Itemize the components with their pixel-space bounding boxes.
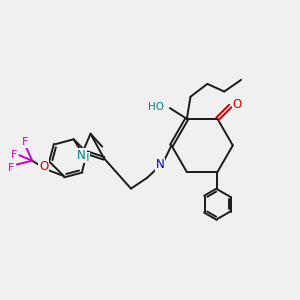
Text: O: O [232, 98, 242, 111]
Text: F: F [11, 150, 17, 160]
Text: F: F [8, 163, 14, 173]
Text: HO: HO [148, 102, 164, 112]
Text: O: O [39, 160, 48, 173]
Text: N: N [77, 149, 86, 162]
Text: H: H [82, 153, 90, 163]
Text: F: F [22, 137, 28, 147]
Text: N: N [156, 158, 165, 171]
